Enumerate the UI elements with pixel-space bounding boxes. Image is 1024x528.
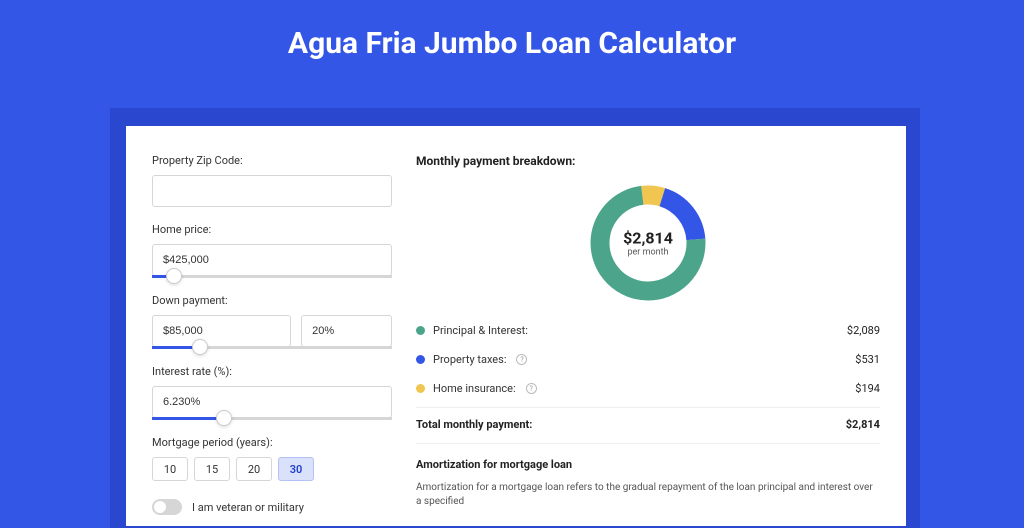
slider-thumb[interactable] — [166, 268, 182, 284]
legend-value: $194 — [855, 382, 880, 395]
legend-dot — [416, 384, 425, 393]
zip-input[interactable] — [152, 175, 392, 207]
donut-center: $2,814 per month — [623, 229, 673, 258]
info-icon[interactable]: ? — [526, 383, 537, 394]
zip-label: Property Zip Code: — [152, 154, 392, 167]
zip-field-group: Property Zip Code: — [152, 154, 392, 207]
info-icon[interactable]: ? — [516, 354, 527, 365]
breakdown-title: Monthly payment breakdown: — [416, 154, 880, 168]
donut-sub: per month — [623, 248, 673, 258]
down-payment-percent-input[interactable] — [301, 315, 392, 347]
total-row: Total monthly payment: $2,814 — [416, 407, 880, 443]
donut-amount: $2,814 — [623, 229, 673, 248]
page-title: Agua Fria Jumbo Loan Calculator — [0, 0, 1024, 79]
down-payment-slider[interactable] — [152, 346, 392, 349]
donut-chart: $2,814 per month — [589, 184, 707, 302]
period-option-30[interactable]: 30 — [278, 457, 314, 481]
legend: Principal & Interest: $2,089 Property taxe… — [416, 316, 880, 403]
period-option-10[interactable]: 10 — [152, 457, 188, 481]
legend-label: Home insurance: — [433, 382, 516, 395]
down-payment-row — [152, 315, 392, 347]
legend-value: $2,089 — [847, 324, 880, 337]
mortgage-period-options: 10152030 — [152, 457, 392, 481]
amortization-title: Amortization for mortgage loan — [416, 458, 880, 471]
interest-rate-label: Interest rate (%): — [152, 365, 392, 378]
down-payment-label: Down payment: — [152, 294, 392, 307]
home-price-slider[interactable] — [152, 275, 392, 278]
form-column: Property Zip Code: Home price: Down paym… — [126, 126, 406, 526]
legend-row: Home insurance:? $194 — [416, 374, 880, 403]
slider-thumb[interactable] — [192, 339, 208, 355]
legend-label: Property taxes: — [433, 353, 506, 366]
veteran-toggle[interactable] — [152, 499, 182, 515]
amortization-text: Amortization for a mortgage loan refers … — [416, 481, 880, 509]
amortization-box: Amortization for mortgage loan Amortizat… — [416, 443, 880, 509]
veteran-row: I am veteran or military — [152, 499, 392, 515]
total-value: $2,814 — [846, 418, 880, 431]
legend-label: Principal & Interest: — [433, 324, 528, 337]
down-payment-group: Down payment: — [152, 294, 392, 349]
donut-chart-wrap: $2,814 per month — [416, 178, 880, 316]
home-price-group: Home price: — [152, 223, 392, 278]
legend-value: $531 — [855, 353, 880, 366]
legend-row: Property taxes:? $531 — [416, 345, 880, 374]
mortgage-period-label: Mortgage period (years): — [152, 436, 392, 449]
breakdown-column: Monthly payment breakdown: $2,814 per mo… — [406, 126, 906, 526]
total-label: Total monthly payment: — [416, 418, 532, 431]
slider-thumb[interactable] — [216, 410, 232, 426]
interest-rate-input[interactable] — [152, 386, 392, 418]
interest-rate-slider[interactable] — [152, 417, 392, 420]
legend-row: Principal & Interest: $2,089 — [416, 316, 880, 345]
down-payment-input[interactable] — [152, 315, 291, 347]
mortgage-period-group: Mortgage period (years): 10152030 — [152, 436, 392, 481]
legend-dot — [416, 355, 425, 364]
calculator-panel: Property Zip Code: Home price: Down paym… — [126, 126, 906, 526]
period-option-15[interactable]: 15 — [194, 457, 230, 481]
home-price-label: Home price: — [152, 223, 392, 236]
legend-dot — [416, 326, 425, 335]
home-price-input[interactable] — [152, 244, 392, 276]
period-option-20[interactable]: 20 — [236, 457, 272, 481]
interest-rate-group: Interest rate (%): — [152, 365, 392, 420]
